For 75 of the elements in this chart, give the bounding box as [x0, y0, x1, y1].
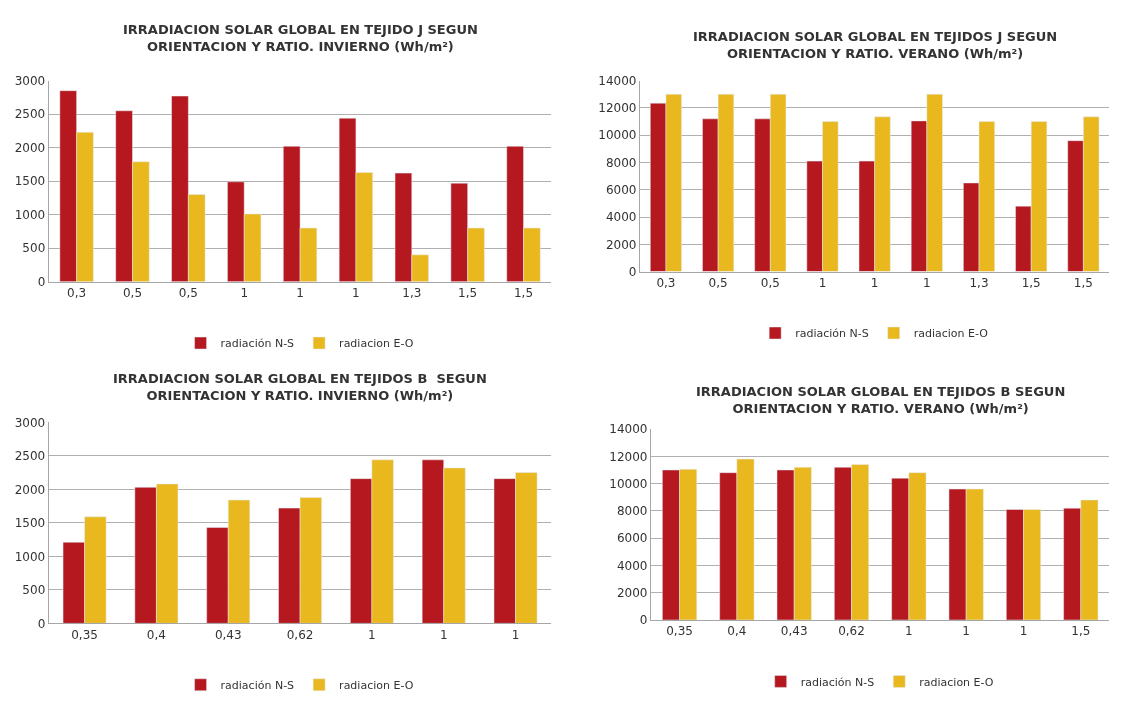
y-tick-label: 0 — [37, 274, 46, 289]
y-tick-label: 10000 — [609, 476, 648, 491]
y-tick-label: 10000 — [598, 128, 637, 143]
y-tick-label: 6000 — [605, 182, 637, 197]
x-tick-label: 1 — [870, 276, 879, 290]
legend-label: radiacion E-O — [913, 327, 989, 341]
x-tick-label: 1 — [240, 286, 249, 301]
legend-label: radiacion E-O — [919, 675, 994, 689]
x-tick-label: 1 — [439, 627, 448, 642]
y-tick-label: 2000 — [14, 140, 46, 155]
chart-title: IRRADIACION SOLAR GLOBAL EN TEJIDOS B SEGUN ORIENTACION Y RATIO. VERANO (Wh/m²) — [696, 384, 1066, 416]
y-tick-label: 1500 — [14, 174, 46, 189]
y-tick-label: 500 — [22, 583, 46, 598]
x-tick-label: 1 — [368, 627, 376, 642]
y-tick-label: 2500 — [14, 107, 46, 122]
y-tick-label: 4000 — [605, 210, 637, 225]
x-tick-label: 1,5 — [1073, 276, 1093, 290]
x-tick-label: 1 — [962, 624, 970, 639]
x-tick-label: 1,3 — [969, 276, 989, 290]
y-tick-label: 1000 — [14, 549, 46, 564]
legend-label: radiación N-S — [800, 675, 875, 689]
x-tick-label: 0,5 — [178, 286, 198, 301]
y-tick-label: 14000 — [609, 422, 648, 437]
x-tick-label: 1,5 — [1021, 276, 1041, 290]
x-tick-label: 0,3 — [656, 276, 676, 290]
x-tick-label: 1 — [511, 627, 520, 642]
y-tick-label: 0 — [639, 613, 648, 628]
y-tick-label: 3000 — [14, 73, 46, 88]
x-tick-label: 0,5 — [122, 286, 143, 301]
x-tick-label: 1,5 — [458, 286, 478, 301]
y-tick-label: 2000 — [616, 585, 648, 600]
x-tick-label: 1 — [818, 276, 827, 290]
y-tick-label: 6000 — [616, 531, 648, 546]
x-tick-label: 0,62 — [838, 624, 865, 639]
y-tick-label: 1500 — [14, 516, 46, 531]
x-tick-label: 1 — [1019, 624, 1028, 639]
legend-label: radiación N-S — [220, 337, 295, 351]
x-tick-label: 0,43 — [780, 624, 808, 639]
y-tick-label: 8000 — [616, 504, 648, 519]
x-tick-label: 0,4 — [146, 627, 166, 642]
chart-title: IRRADIACION SOLAR GLOBAL EN TEJIDO J SEGUN ORIENTACION Y RATIO. INVIERNO (Wh/m²) — [123, 22, 478, 54]
x-tick-label: 0,43 — [214, 627, 242, 642]
x-tick-label: 1 — [923, 276, 931, 290]
x-tick-label: 1,3 — [402, 286, 422, 301]
y-tick-label: 3000 — [14, 415, 46, 430]
y-tick-label: 12000 — [598, 101, 637, 116]
x-tick-label: 0,35 — [71, 627, 98, 642]
y-tick-label: 2000 — [605, 237, 637, 252]
y-tick-label: 1000 — [14, 207, 46, 222]
x-tick-label: 0,35 — [666, 624, 693, 639]
x-tick-label: 0,62 — [286, 627, 314, 642]
y-tick-label: 12000 — [609, 449, 648, 464]
y-tick-label: 500 — [22, 241, 46, 256]
y-tick-label: 0 — [628, 264, 637, 279]
legend-label: radiación N-S — [220, 679, 295, 693]
x-tick-label: 1 — [296, 286, 304, 301]
x-tick-label: 0,3 — [67, 286, 87, 301]
y-tick-label: 14000 — [598, 73, 637, 88]
y-tick-label: 2500 — [14, 449, 46, 464]
x-tick-label: 1,5 — [1071, 624, 1091, 639]
x-tick-label: 1 — [905, 624, 913, 639]
x-tick-label: 1,5 — [513, 286, 534, 301]
legend-label: radiacion E-O — [339, 337, 414, 351]
x-tick-label: 0,5 — [760, 276, 780, 290]
y-tick-label: 8000 — [605, 155, 637, 170]
x-tick-label: 0,5 — [708, 276, 728, 290]
x-tick-label: 0,4 — [727, 624, 747, 639]
chart-title: IRRADIACION SOLAR GLOBAL EN TEJIDOS J SEGUN ORIENTACION Y RATIO. VERANO (Wh/m²) — [693, 29, 1058, 61]
x-tick-label: 1 — [352, 286, 360, 301]
y-tick-label: 2000 — [14, 482, 46, 497]
y-tick-label: 4000 — [616, 558, 648, 573]
legend-label: radiacion E-O — [339, 679, 414, 693]
chart-title: IRRADIACION SOLAR GLOBAL EN TEJIDOS B SEGUN ORIENTACION Y RATIO. INVIERNO (Wh/m²) — [113, 371, 487, 403]
y-tick-label: 0 — [37, 616, 46, 631]
legend-label: radiación N-S — [795, 327, 869, 341]
